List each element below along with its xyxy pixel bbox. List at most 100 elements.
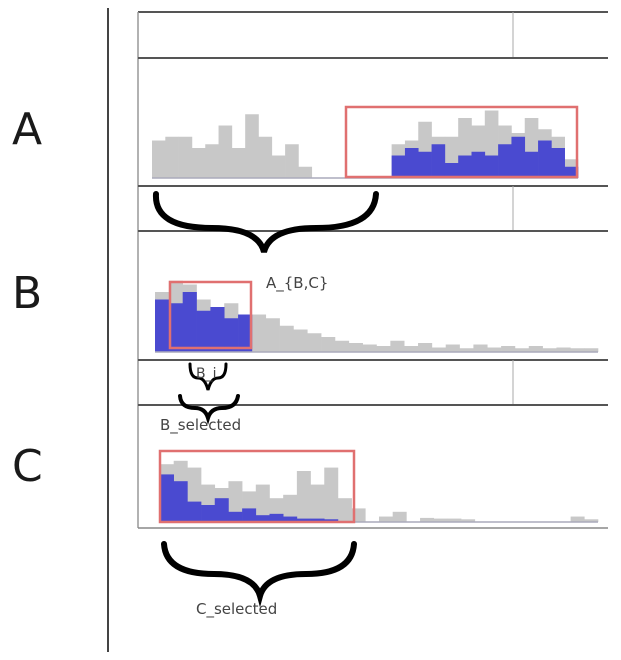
gray-bar	[321, 337, 336, 352]
brace-a	[152, 191, 379, 253]
gray-bar	[205, 144, 219, 178]
gray-bar	[514, 348, 530, 352]
brace-label-bsel: B_selected	[160, 416, 241, 435]
blue-bar	[324, 519, 339, 522]
gray-bar	[392, 511, 407, 522]
brace-label-csel: C_selected	[196, 600, 277, 619]
gray-bar	[447, 518, 462, 522]
blue-bar	[196, 310, 211, 352]
gray-bar	[459, 348, 474, 352]
blue-bar	[182, 292, 197, 352]
gray-bar	[362, 344, 377, 352]
blue-bar	[173, 481, 188, 522]
gray-bar	[501, 346, 516, 352]
gray-bar	[570, 348, 585, 352]
brace-label-bi: B_i	[196, 366, 217, 382]
gray-bar	[487, 347, 502, 352]
gray-bar	[265, 318, 280, 352]
brace-bsel	[178, 394, 240, 425]
gray-bar	[570, 516, 585, 522]
blue-bar	[498, 144, 512, 178]
gray-bar	[334, 340, 350, 352]
blue-bar	[431, 144, 446, 178]
blue-bar	[296, 518, 311, 522]
row-separators	[138, 185, 608, 529]
gray-bar	[324, 467, 339, 522]
top-frame	[137, 11, 608, 528]
gray-bar	[152, 140, 166, 178]
brace-label-a: A_{B,C}	[266, 274, 328, 293]
gray-bar	[251, 314, 267, 352]
gray-bar	[310, 484, 325, 522]
gray-bar	[473, 344, 488, 352]
gray-bar	[279, 325, 294, 352]
gray-bar	[556, 347, 571, 352]
gray-bar	[584, 519, 599, 522]
row-label-a: A	[12, 104, 43, 155]
selection-box-b	[168, 280, 253, 350]
gray-bar	[178, 136, 193, 178]
gray-bar	[528, 346, 543, 352]
histogram-a	[152, 110, 579, 179]
gray-bar	[542, 348, 557, 352]
gray-bar	[348, 343, 363, 352]
gray-bar	[298, 166, 313, 178]
gray-bar	[418, 343, 433, 352]
gray-bar	[285, 144, 299, 178]
row-label-c: C	[12, 441, 43, 492]
blue-bar	[242, 508, 257, 522]
gray-bar	[379, 516, 393, 522]
gray-bar	[404, 346, 419, 352]
gray-bar	[231, 148, 246, 178]
blue-bar	[255, 515, 270, 522]
blue-bar	[418, 151, 432, 178]
histogram-b	[155, 280, 599, 353]
gray-bar	[433, 518, 448, 522]
selection-box-a	[344, 105, 579, 179]
blue-bar	[444, 163, 459, 178]
blue-bar	[458, 155, 472, 178]
blue-bar	[391, 155, 406, 178]
blue-bar	[551, 148, 565, 178]
gray-bar	[258, 136, 273, 178]
blue-bar	[484, 155, 499, 178]
gray-bar	[283, 494, 298, 522]
blue-bar	[224, 318, 239, 352]
gray-bar	[255, 484, 270, 522]
blue-bar	[269, 513, 284, 522]
gray-bar	[461, 519, 476, 522]
gray-bar	[245, 114, 259, 178]
histogram-c	[160, 460, 599, 523]
gray-bar	[376, 346, 391, 352]
blue-bar	[471, 151, 486, 178]
blue-bar	[524, 151, 539, 178]
brace-c	[161, 541, 357, 608]
gray-bar	[420, 517, 435, 522]
gray-bar	[445, 344, 460, 352]
blue-bar	[168, 303, 183, 352]
gray-bar	[296, 471, 311, 522]
blue-bar	[228, 511, 243, 522]
blue-bar	[160, 474, 174, 522]
blue-bar	[201, 505, 216, 522]
gray-bar	[307, 333, 322, 352]
blue-bar	[155, 299, 170, 352]
blue-bar	[214, 498, 229, 522]
gray-bar	[337, 498, 352, 522]
brace-bi	[188, 362, 228, 391]
blue-bar	[310, 518, 325, 522]
selection-box-c	[158, 449, 356, 524]
gray-bar	[293, 329, 308, 352]
gray-bar	[584, 348, 599, 352]
gray-bar	[165, 136, 179, 178]
row-label-b: B	[12, 268, 43, 319]
gray-bar	[191, 148, 206, 178]
gray-bar	[431, 347, 447, 352]
blue-bar	[187, 501, 202, 522]
blue-bar	[538, 140, 552, 178]
gray-bar	[218, 125, 233, 178]
blue-bar	[283, 516, 298, 522]
blue-bar	[511, 136, 526, 178]
blue-bar	[238, 314, 253, 352]
blue-bar	[404, 148, 419, 178]
